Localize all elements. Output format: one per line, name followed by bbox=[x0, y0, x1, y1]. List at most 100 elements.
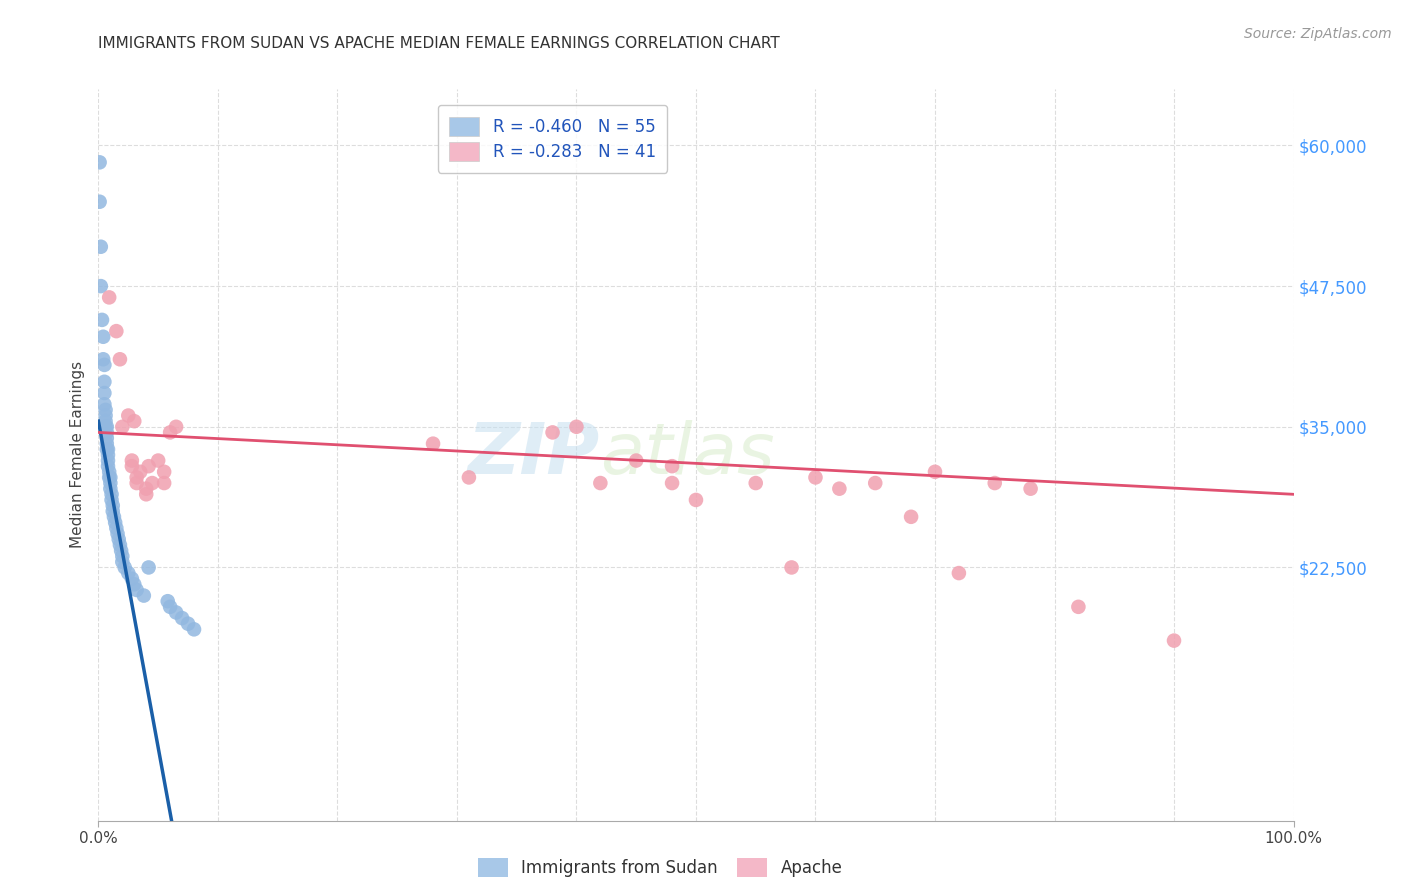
Point bbox=[91, 313, 114, 327]
Point bbox=[117, 409, 139, 423]
Point bbox=[121, 453, 143, 467]
Point bbox=[661, 459, 683, 474]
Point bbox=[129, 465, 152, 479]
Point bbox=[125, 470, 148, 484]
Point bbox=[111, 419, 134, 434]
Point bbox=[96, 425, 118, 440]
Point bbox=[159, 599, 181, 614]
Point bbox=[121, 459, 143, 474]
Point bbox=[165, 606, 187, 620]
Point bbox=[110, 543, 132, 558]
Point bbox=[745, 476, 768, 491]
Point bbox=[97, 448, 120, 462]
Point bbox=[107, 533, 129, 547]
Point bbox=[98, 476, 122, 491]
Legend: Immigrants from Sudan, Apache: Immigrants from Sudan, Apache bbox=[470, 849, 851, 886]
Point bbox=[111, 555, 134, 569]
Point bbox=[98, 470, 121, 484]
Point bbox=[828, 482, 851, 496]
Point bbox=[141, 476, 163, 491]
Text: atlas: atlas bbox=[600, 420, 775, 490]
Point bbox=[177, 616, 200, 631]
Point bbox=[626, 453, 648, 467]
Point bbox=[125, 476, 148, 491]
Point bbox=[97, 453, 120, 467]
Point bbox=[135, 487, 157, 501]
Point bbox=[1067, 599, 1090, 614]
Point bbox=[98, 470, 122, 484]
Point bbox=[89, 155, 111, 169]
Point bbox=[159, 425, 181, 440]
Point bbox=[948, 566, 970, 580]
Point bbox=[91, 330, 114, 344]
Text: Source: ZipAtlas.com: Source: ZipAtlas.com bbox=[1244, 27, 1392, 41]
Point bbox=[94, 419, 117, 434]
Point bbox=[101, 504, 124, 518]
Point bbox=[132, 589, 155, 603]
Text: ZIP: ZIP bbox=[468, 420, 600, 490]
Point bbox=[121, 572, 143, 586]
Point bbox=[458, 470, 481, 484]
Point bbox=[661, 476, 683, 491]
Point bbox=[96, 431, 118, 445]
Point bbox=[138, 459, 160, 474]
Point bbox=[98, 465, 121, 479]
Point bbox=[90, 279, 112, 293]
Point bbox=[93, 375, 115, 389]
Point bbox=[565, 419, 588, 434]
Point bbox=[105, 521, 128, 535]
Point bbox=[98, 482, 122, 496]
Point bbox=[96, 442, 118, 457]
Point bbox=[93, 358, 115, 372]
Point bbox=[984, 476, 1007, 491]
Point bbox=[172, 611, 194, 625]
Point bbox=[94, 414, 117, 428]
Point bbox=[93, 386, 115, 401]
Point bbox=[156, 594, 179, 608]
Point bbox=[97, 459, 120, 474]
Point bbox=[91, 352, 114, 367]
Point bbox=[108, 352, 131, 367]
Point bbox=[165, 419, 187, 434]
Point bbox=[125, 582, 148, 597]
Point bbox=[900, 509, 922, 524]
Point bbox=[124, 577, 146, 591]
Point bbox=[804, 470, 827, 484]
Point bbox=[153, 465, 176, 479]
Point bbox=[589, 476, 612, 491]
Point bbox=[183, 623, 205, 637]
Point bbox=[98, 290, 121, 304]
Point bbox=[96, 436, 118, 450]
Point bbox=[685, 492, 707, 507]
Point bbox=[96, 419, 118, 434]
Point bbox=[124, 414, 146, 428]
Point bbox=[93, 397, 115, 411]
Point bbox=[1019, 482, 1042, 496]
Point bbox=[135, 482, 157, 496]
Point bbox=[97, 442, 120, 457]
Point bbox=[103, 509, 125, 524]
Point bbox=[780, 560, 803, 574]
Point bbox=[94, 409, 117, 423]
Point bbox=[94, 403, 117, 417]
Point bbox=[422, 436, 444, 450]
Point bbox=[863, 476, 887, 491]
Point bbox=[108, 538, 131, 552]
Point bbox=[114, 560, 136, 574]
Point bbox=[90, 240, 112, 254]
Text: IMMIGRANTS FROM SUDAN VS APACHE MEDIAN FEMALE EARNINGS CORRELATION CHART: IMMIGRANTS FROM SUDAN VS APACHE MEDIAN F… bbox=[98, 36, 780, 51]
Point bbox=[105, 324, 128, 338]
Point bbox=[138, 560, 160, 574]
Point bbox=[924, 465, 946, 479]
Point bbox=[148, 453, 170, 467]
Point bbox=[1163, 633, 1185, 648]
Point bbox=[104, 516, 127, 530]
Point bbox=[101, 499, 124, 513]
Point bbox=[100, 492, 122, 507]
Point bbox=[111, 549, 134, 564]
Point bbox=[153, 476, 176, 491]
Point bbox=[107, 526, 129, 541]
Point bbox=[89, 194, 111, 209]
Point bbox=[100, 487, 122, 501]
Point bbox=[117, 566, 139, 580]
